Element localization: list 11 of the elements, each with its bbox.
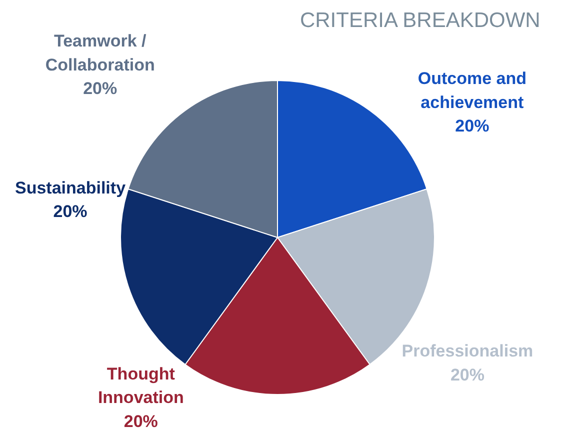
data-label: 20% [124, 412, 158, 431]
data-label: 20% [450, 365, 484, 384]
chart-title: CRITERIA BREAKDOWN [300, 9, 540, 32]
slice-label: Outcome and achievement [418, 69, 526, 112]
data-label: 20% [83, 79, 118, 98]
slice-label: Thought Innovation [98, 364, 184, 408]
data-label: 20% [53, 202, 88, 222]
slice-label: Teamwork / Collaboration [45, 32, 155, 74]
slice-label: Professionalism [402, 342, 534, 361]
slice-label: Sustainability [15, 178, 126, 198]
data-label: 20% [455, 116, 490, 136]
